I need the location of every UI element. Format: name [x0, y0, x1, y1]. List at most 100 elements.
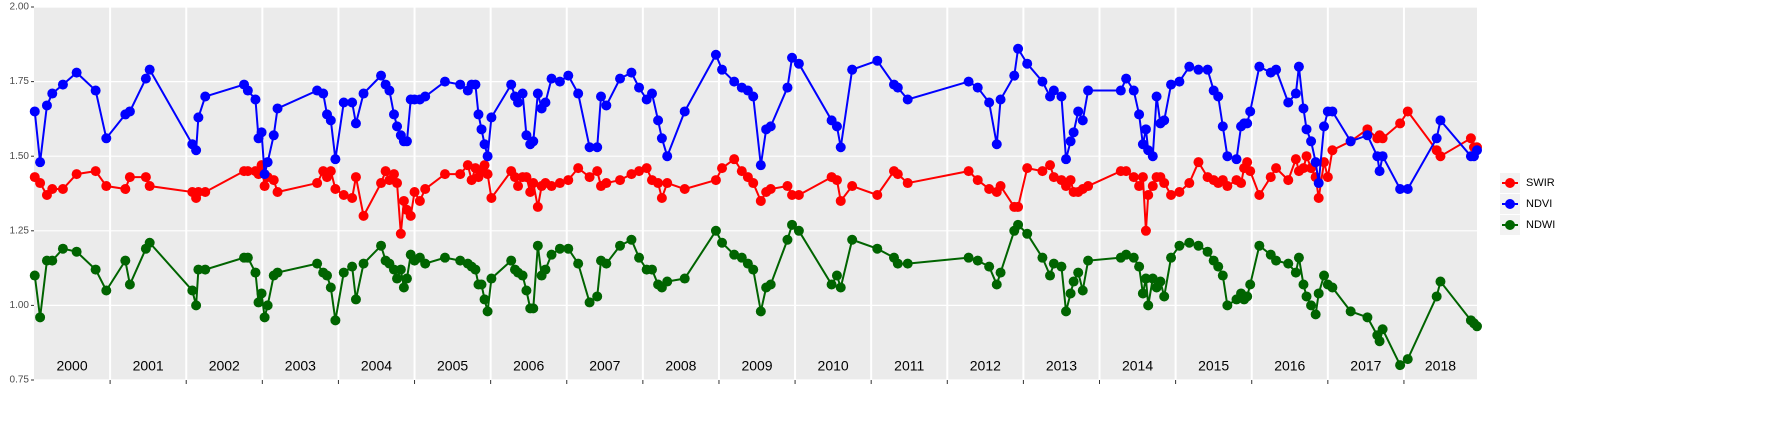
data-point: [29, 106, 40, 117]
data-point: [1319, 121, 1330, 132]
data-point: [191, 145, 202, 156]
data-point: [29, 270, 40, 281]
data-point: [1377, 133, 1388, 144]
data-point: [392, 273, 403, 284]
data-point: [1301, 291, 1312, 302]
data-point: [1222, 300, 1233, 311]
data-point: [414, 195, 425, 206]
year-label: 2010: [818, 358, 849, 374]
data-point: [517, 270, 528, 281]
data-point: [1121, 166, 1132, 177]
data-point: [554, 178, 565, 189]
data-point: [401, 136, 412, 147]
data-point: [1065, 175, 1076, 186]
data-point: [1345, 306, 1356, 317]
data-point: [256, 288, 267, 299]
data-point: [1022, 228, 1033, 239]
data-point: [1166, 252, 1177, 263]
data-point: [835, 282, 846, 293]
data-point: [573, 258, 584, 269]
data-point: [388, 109, 399, 120]
data-point: [124, 106, 135, 117]
data-point: [250, 94, 261, 105]
series-line: [34, 109, 1477, 234]
data-point: [1283, 97, 1294, 108]
data-point: [473, 109, 484, 120]
data-point: [528, 303, 539, 314]
data-point: [101, 133, 112, 144]
data-point: [388, 169, 399, 180]
data-point: [1245, 279, 1256, 290]
data-point: [47, 255, 58, 266]
data-point: [392, 178, 403, 189]
data-point: [259, 181, 270, 192]
data-point: [338, 267, 349, 278]
data-point: [521, 285, 532, 296]
data-point: [872, 55, 883, 66]
data-point: [439, 252, 450, 263]
data-point: [1236, 178, 1247, 189]
data-point: [268, 130, 279, 141]
data-point: [347, 97, 358, 108]
data-point: [584, 297, 595, 308]
data-point: [1345, 136, 1356, 147]
data-point: [563, 70, 574, 81]
data-point: [1217, 121, 1228, 132]
year-label: 2002: [209, 358, 240, 374]
data-point: [1077, 115, 1088, 126]
data-point: [486, 273, 497, 284]
data-point: [1231, 154, 1242, 165]
data-point: [470, 79, 481, 90]
data-point: [1362, 312, 1373, 323]
data-point: [634, 82, 645, 93]
data-point: [1265, 172, 1276, 183]
data-point: [729, 76, 740, 87]
data-point: [646, 88, 657, 99]
data-point: [1222, 151, 1233, 162]
data-point: [1159, 115, 1170, 126]
data-point: [1472, 145, 1482, 156]
data-point: [1045, 160, 1056, 171]
data-point: [420, 91, 431, 102]
data-point: [486, 192, 497, 203]
data-point: [710, 49, 721, 60]
data-point: [1313, 288, 1324, 299]
data-point: [972, 175, 983, 186]
data-point: [1402, 106, 1413, 117]
data-point: [596, 91, 607, 102]
data-point: [540, 264, 551, 275]
data-point: [634, 166, 645, 177]
data-point: [710, 225, 721, 236]
data-point: [193, 264, 204, 275]
data-point: [1301, 124, 1312, 135]
data-point: [1115, 85, 1126, 96]
data-point: [729, 154, 740, 165]
y-tick-label: 1.25: [10, 225, 30, 236]
data-point: [1395, 118, 1406, 129]
data-point: [532, 88, 543, 99]
data-point: [200, 91, 211, 102]
data-point: [101, 181, 112, 192]
data-point: [57, 79, 68, 90]
data-point: [1174, 240, 1185, 251]
data-point: [1166, 189, 1177, 200]
data-point: [347, 192, 358, 203]
data-point: [902, 258, 913, 269]
year-label: 2017: [1350, 358, 1381, 374]
data-point: [90, 85, 101, 96]
y-tick-label: 1.00: [10, 300, 30, 311]
year-label: 2005: [437, 358, 468, 374]
data-point: [1217, 270, 1228, 281]
data-point: [1313, 178, 1324, 189]
data-point: [1242, 118, 1253, 129]
data-point: [1298, 279, 1309, 290]
data-point: [1045, 270, 1056, 281]
data-point: [1013, 43, 1024, 54]
data-point: [626, 67, 637, 78]
year-label: 2006: [513, 358, 544, 374]
data-point: [1174, 187, 1185, 198]
data-point: [1377, 151, 1388, 162]
data-point: [392, 121, 403, 132]
data-point: [717, 163, 728, 174]
data-point: [1065, 136, 1076, 147]
